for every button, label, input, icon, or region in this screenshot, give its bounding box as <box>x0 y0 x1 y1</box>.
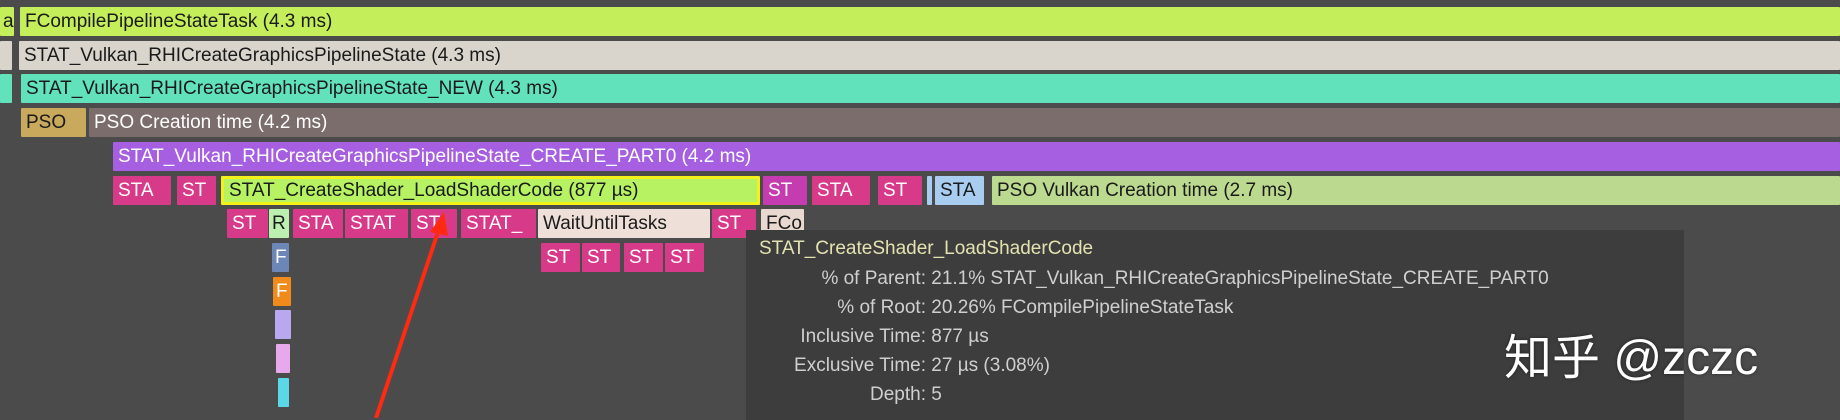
timing-event-bar[interactable]: F <box>272 242 289 272</box>
timing-event-bar[interactable]: STAT_ <box>461 209 536 239</box>
timing-event-bar[interactable]: a <box>0 7 14 36</box>
timing-event-bar[interactable]: STAT_CreateShader_LoadShaderCode (877 µs… <box>221 175 760 205</box>
tooltip-row-inclusive: Inclusive Time: 877 µs <box>800 326 989 347</box>
timing-event-bar[interactable] <box>0 40 12 70</box>
event-tooltip: STAT_CreateShader_LoadShaderCode % of Pa… <box>746 230 1684 420</box>
timing-event-bar[interactable]: PSO Creation time (4.2 ms) <box>89 108 1840 138</box>
timing-event-bar[interactable]: STAT_Vulkan_RHICreateGraphicsPipelineSta… <box>21 74 1840 104</box>
tooltip-row-exclusive: Exclusive Time: 27 µs (3.08%) <box>794 355 1050 376</box>
timing-event-bar[interactable]: ST <box>624 242 663 272</box>
timing-event-bar[interactable]: STA <box>812 175 870 205</box>
timing-event-bar[interactable]: FCompilePipelineStateTask (4.3 ms) <box>20 7 1840 36</box>
timing-event-bar[interactable]: ST <box>878 175 922 205</box>
timing-event-bar[interactable] <box>278 377 289 407</box>
timing-event-bar[interactable]: ST <box>763 175 807 205</box>
timing-event-bar[interactable]: STA <box>113 175 171 205</box>
timing-event-bar[interactable] <box>276 344 290 373</box>
watermark: 知乎 @zczc <box>1504 332 1759 385</box>
timing-event-bar[interactable] <box>0 74 12 104</box>
timing-event-bar[interactable]: ST <box>177 175 216 205</box>
timing-event-bar[interactable]: ST <box>227 209 268 239</box>
timing-event-bar[interactable]: WaitUntilTasks <box>538 209 710 239</box>
timing-event-bar[interactable] <box>275 310 291 340</box>
timing-event-bar[interactable]: STAT <box>345 209 408 239</box>
timing-event-bar[interactable]: ST <box>582 242 620 272</box>
timing-event-bar[interactable]: PSO Vulkan Creation time (2.7 ms) <box>992 175 1840 205</box>
tooltip-row-root: % of Root: 20.26% FCompilePipelineStateT… <box>837 297 1234 318</box>
timing-event-bar[interactable]: STAT_Vulkan_RHICreateGraphicsPipelineSta… <box>19 40 1840 70</box>
timing-event-bar[interactable]: STA <box>935 175 984 205</box>
timing-event-bar[interactable]: ST <box>411 209 457 239</box>
timing-event-bar[interactable]: ST <box>665 242 704 272</box>
tooltip-row-parent: % of Parent: 21.1% STAT_Vulkan_RHICreate… <box>821 268 1549 289</box>
tooltip-title: STAT_CreateShader_LoadShaderCode <box>759 238 1094 259</box>
timing-event-bar[interactable]: STAT_Vulkan_RHICreateGraphicsPipelineSta… <box>113 141 1840 171</box>
timing-event-bar[interactable] <box>927 175 932 205</box>
timing-event-bar[interactable]: STA <box>293 209 343 239</box>
tooltip-row-depth: Depth: 5 <box>870 384 942 405</box>
arrow-shaft <box>374 225 442 418</box>
timing-event-bar[interactable]: PSO <box>21 108 86 138</box>
timing-event-bar[interactable]: ST <box>541 242 580 272</box>
timing-event-bar[interactable]: F <box>273 276 291 306</box>
timing-event-bar[interactable]: R <box>269 209 289 239</box>
